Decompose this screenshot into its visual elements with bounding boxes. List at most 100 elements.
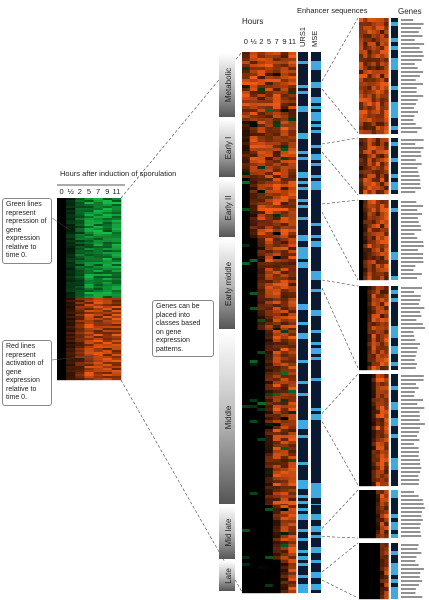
heat-cell [249, 253, 258, 257]
heat-cell [75, 352, 85, 355]
heat-cell [111, 296, 122, 299]
heat-cell [375, 474, 381, 479]
heat-cell [249, 325, 258, 329]
heat-cell [384, 54, 389, 59]
heat-cell [280, 154, 289, 158]
heat-cell [280, 556, 289, 560]
heat-cell [265, 160, 274, 164]
heat-cell [359, 252, 364, 257]
heat-cell [249, 112, 258, 116]
heat-cell [380, 178, 385, 183]
heat-cell [84, 304, 94, 307]
enhancer-cell [311, 384, 321, 387]
enhancer-cell [311, 375, 321, 378]
heat-cell [84, 262, 94, 265]
heat-cell [359, 314, 364, 319]
enhancer-cell [391, 334, 398, 338]
heat-cell [280, 166, 289, 170]
heat-cell [288, 575, 297, 579]
heat-cell [242, 175, 251, 179]
heat-cell [84, 198, 94, 201]
heat-cell [280, 438, 289, 442]
gene-name [401, 359, 415, 361]
heat-cell [375, 212, 381, 217]
heat-cell [265, 342, 274, 346]
heat-cell [242, 148, 251, 152]
gene-name [401, 367, 416, 369]
heat-cell [265, 244, 274, 248]
heat-cell [384, 110, 389, 115]
heat-cell [367, 138, 372, 143]
enhancer-cell [298, 202, 308, 205]
heat-cell [375, 150, 381, 155]
heat-cell [363, 256, 368, 261]
heat-cell [265, 232, 274, 236]
heat-cell [242, 447, 251, 451]
heat-cell [367, 434, 372, 439]
heat-cell [265, 64, 274, 68]
enhancer-cell [311, 286, 321, 289]
heat-cell [257, 163, 266, 167]
heat-cell [84, 248, 94, 251]
heat-cell [249, 283, 258, 287]
heat-cell [359, 442, 364, 447]
heat-cell [265, 465, 274, 469]
heat-cell [249, 501, 258, 505]
heat-cell [359, 150, 364, 155]
heat-cell [242, 115, 251, 119]
heat-cell [375, 94, 381, 99]
heat-cell [66, 324, 76, 327]
heat-cell [280, 450, 289, 454]
heat-cell [272, 526, 281, 530]
enhancer-cell [311, 563, 321, 566]
heat-cell [375, 102, 381, 107]
enhancer-cell [391, 474, 398, 478]
heat-cell [249, 259, 258, 263]
heat-cell [367, 318, 372, 323]
enhancer-cell [298, 235, 308, 238]
enhancer-cell [298, 581, 308, 584]
heat-cell [375, 534, 381, 539]
heat-cell [272, 444, 281, 448]
heat-cell [257, 208, 266, 212]
enhancer-cell [311, 360, 321, 363]
heat-cell [363, 268, 368, 273]
heat-cell [363, 414, 368, 419]
heat-cell [280, 399, 289, 403]
gene-name [401, 479, 420, 481]
enhancer-cell [311, 351, 321, 354]
enhancer-cell [311, 319, 321, 322]
heat-cell [242, 292, 251, 296]
heat-cell [367, 534, 372, 539]
heat-cell [288, 560, 297, 564]
heat-cell [359, 142, 364, 147]
heat-cell [363, 410, 368, 415]
heat-cell [242, 572, 251, 576]
heat-cell [257, 405, 266, 409]
gene-name [401, 51, 423, 53]
heat-cell [75, 208, 85, 211]
heat-cell [384, 186, 389, 191]
heat-cell [280, 483, 289, 487]
heat-cell [75, 302, 85, 305]
heat-cell [367, 366, 372, 371]
heat-cell [57, 354, 67, 357]
heat-cell [288, 381, 297, 385]
heat-cell [380, 583, 385, 588]
heat-cell [111, 352, 122, 355]
heat-cell [384, 236, 389, 241]
heat-cell [272, 402, 281, 406]
heat-cell [359, 430, 364, 435]
enhancer-cell [311, 330, 321, 333]
enhancer-cell [391, 579, 398, 583]
heat-cell [257, 214, 266, 218]
heat-cell [84, 200, 94, 203]
heat-cell [288, 181, 297, 185]
heat-cell [380, 26, 385, 31]
heat-cell [242, 366, 251, 370]
heat-cell [66, 202, 76, 205]
enhancer-cell [391, 510, 398, 514]
enhancer-cell [391, 90, 398, 94]
heat-cell [265, 447, 274, 451]
gene-name [401, 75, 420, 77]
